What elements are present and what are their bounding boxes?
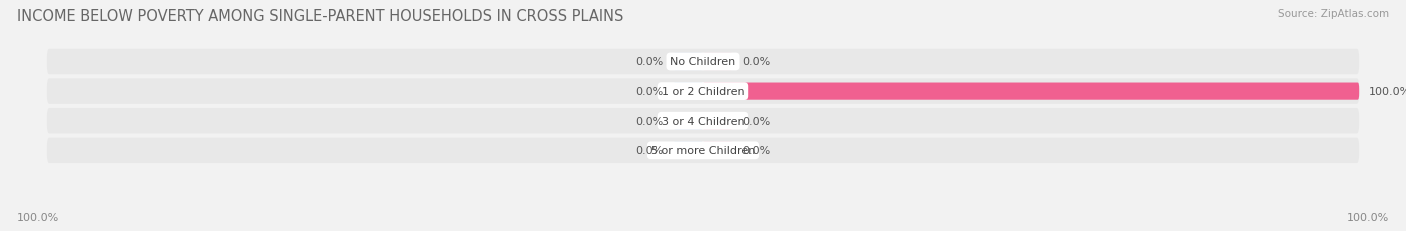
Text: 0.0%: 0.0% <box>742 116 770 126</box>
FancyBboxPatch shape <box>703 54 733 71</box>
FancyBboxPatch shape <box>673 142 703 159</box>
FancyBboxPatch shape <box>703 113 733 130</box>
FancyBboxPatch shape <box>46 49 1360 75</box>
FancyBboxPatch shape <box>46 138 1360 163</box>
Text: 100.0%: 100.0% <box>1369 87 1406 97</box>
Text: 1 or 2 Children: 1 or 2 Children <box>662 87 744 97</box>
Text: 3 or 4 Children: 3 or 4 Children <box>662 116 744 126</box>
Text: 0.0%: 0.0% <box>636 146 664 156</box>
Text: 0.0%: 0.0% <box>636 87 664 97</box>
Text: 0.0%: 0.0% <box>636 57 664 67</box>
Text: 100.0%: 100.0% <box>1347 212 1389 222</box>
Text: INCOME BELOW POVERTY AMONG SINGLE-PARENT HOUSEHOLDS IN CROSS PLAINS: INCOME BELOW POVERTY AMONG SINGLE-PARENT… <box>17 9 623 24</box>
FancyBboxPatch shape <box>673 54 703 71</box>
Text: No Children: No Children <box>671 57 735 67</box>
FancyBboxPatch shape <box>673 83 703 100</box>
FancyBboxPatch shape <box>703 142 733 159</box>
Text: 0.0%: 0.0% <box>636 116 664 126</box>
Text: 100.0%: 100.0% <box>17 212 59 222</box>
FancyBboxPatch shape <box>46 79 1360 104</box>
Text: 0.0%: 0.0% <box>742 57 770 67</box>
Text: 0.0%: 0.0% <box>742 146 770 156</box>
Text: 5 or more Children: 5 or more Children <box>651 146 755 156</box>
Text: Source: ZipAtlas.com: Source: ZipAtlas.com <box>1278 9 1389 19</box>
FancyBboxPatch shape <box>673 113 703 130</box>
FancyBboxPatch shape <box>46 109 1360 134</box>
FancyBboxPatch shape <box>703 83 1360 100</box>
